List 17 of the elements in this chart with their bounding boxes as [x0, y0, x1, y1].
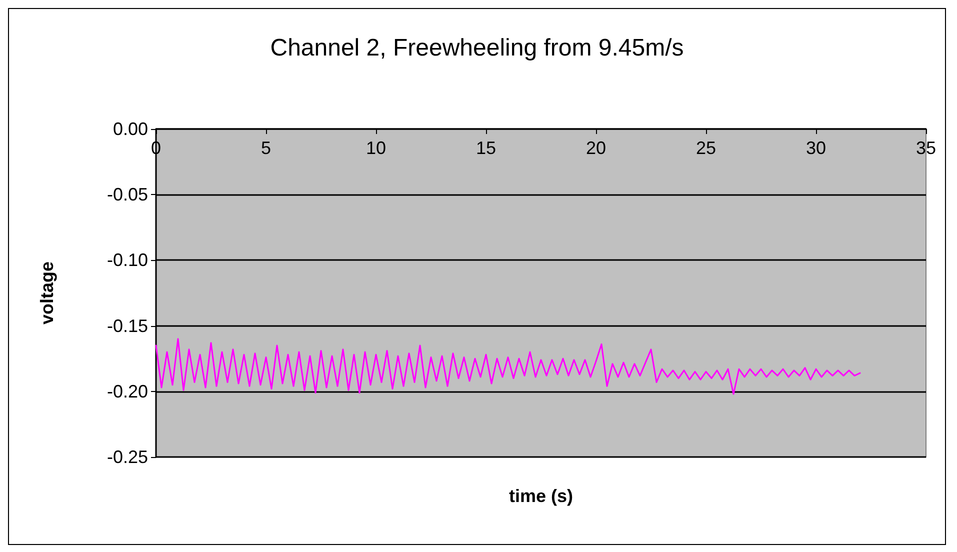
- y-tick-label: -0.20: [106, 381, 148, 402]
- x-tick-label: 25: [696, 138, 716, 158]
- x-tick-label: 5: [260, 138, 272, 158]
- y-tick-label: 0.00: [112, 119, 148, 139]
- x-tick-label: 30: [806, 138, 826, 158]
- y-tick-label: -0.05: [106, 184, 148, 205]
- y-tick-label: -0.10: [106, 250, 148, 270]
- x-tick-label: 10: [366, 138, 386, 158]
- x-axis-title: time (s): [508, 486, 574, 506]
- x-tick-label: 35: [916, 138, 936, 158]
- y-tick-label: -0.25: [106, 447, 148, 467]
- line-series: [155, 338, 861, 395]
- x-tick-label: 20: [586, 138, 606, 158]
- y-tick-label: -0.15: [106, 316, 148, 336]
- chart-title: Channel 2, Freewheeling from 9.45m/s: [270, 34, 684, 62]
- y-axis-title: voltage: [37, 261, 57, 325]
- x-tick-label: 15: [476, 138, 496, 158]
